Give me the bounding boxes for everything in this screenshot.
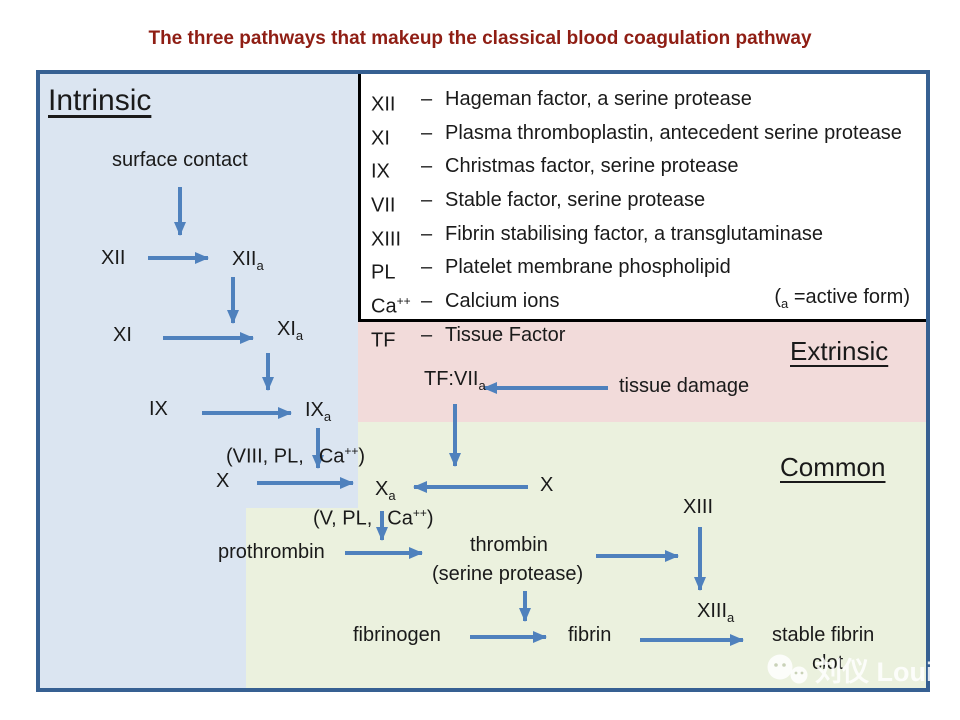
node-factor-ix: IX [149,398,168,420]
legend-row-xi: XI – Plasma thromboplastin, antecedent s… [371,119,920,153]
common-heading: Common [780,452,886,482]
node-stable-fibrin: stable fibrin [772,624,875,646]
page-title: The three pathways that makeup the class… [148,28,812,49]
node-thrombin-serine-protease: (serine protease) [432,563,584,585]
node-factor-x-extrinsic: X [540,474,554,496]
label-cofactors-viii-pl-ca: (VIII, PL, Ca++) [226,444,366,468]
node-factor-xiiia: XIIIa [697,600,735,625]
legend-row-xii: XII – Hageman factor, a serine protease [371,85,920,119]
legend-row-ix: IX – Christmas factor, serine protease [371,152,920,186]
node-fibrinogen: fibrinogen [353,624,441,646]
node-clot: clot [812,652,844,674]
node-factor-xia: XIa [277,318,304,343]
node-factor-xiia: XIIa [232,248,264,273]
active-form-note: (a =active form) [774,286,910,311]
extrinsic-heading: Extrinsic [790,336,889,366]
common-region-left [246,508,358,688]
watermark-text: 刘仪 Louis [815,657,949,687]
legend-desc: Fibrin stabilising factor, a transglutam… [445,222,823,245]
node-fibrin: fibrin [568,624,612,646]
legend-desc: Platelet membrane phospholipid [445,256,731,279]
legend-row-pl: PL – Platelet membrane phospholipid [371,253,920,287]
node-tissue-damage: tissue damage [619,375,750,397]
extrinsic-region [358,322,926,422]
legend-desc: Plasma thromboplastin, antecedent serine… [445,121,902,144]
node-factor-xa: Xa [375,478,396,503]
legend-box: XII – Hageman factor, a serine protease … [358,74,926,351]
intrinsic-region-lower [40,508,246,688]
node-factor-xi: XI [113,324,132,346]
wechat-icon [767,654,808,683]
node-surface-contact: surface contact [112,149,248,171]
node-tf-viia: TF:VIIa [424,368,486,393]
node-thrombin: thrombin [470,534,548,556]
label-cofactors-v-pl-ca: (V, PL, Ca++) [313,506,434,530]
legend-row-tf: TF – Tissue Factor [371,321,920,355]
intrinsic-region-upper [40,74,358,508]
legend-desc: Christmas factor, serine protease [445,155,739,178]
legend-desc: Hageman factor, a serine protease [445,88,752,110]
legend-desc: Calcium ions [445,289,560,312]
intrinsic-heading: Intrinsic [48,84,152,117]
node-prothrombin: prothrombin [218,541,325,563]
watermark: 刘仪 Louis [766,650,949,689]
node-factor-x-intrinsic: X [216,470,230,492]
legend-row-ca: Ca++ – Calcium ions [371,287,920,321]
node-factor-ixa: IXa [305,399,332,424]
legend-desc: Stable factor, serine protease [445,188,706,211]
node-factor-xiii: XIII [683,496,714,518]
node-factor-xii: XII [101,247,126,269]
legend-desc: Tissue Factor [445,323,566,346]
legend-row-xiii: XIII – Fibrin stabilising factor, a tran… [371,220,920,254]
legend-row-vii: VII – Stable factor, serine protease [371,186,920,220]
